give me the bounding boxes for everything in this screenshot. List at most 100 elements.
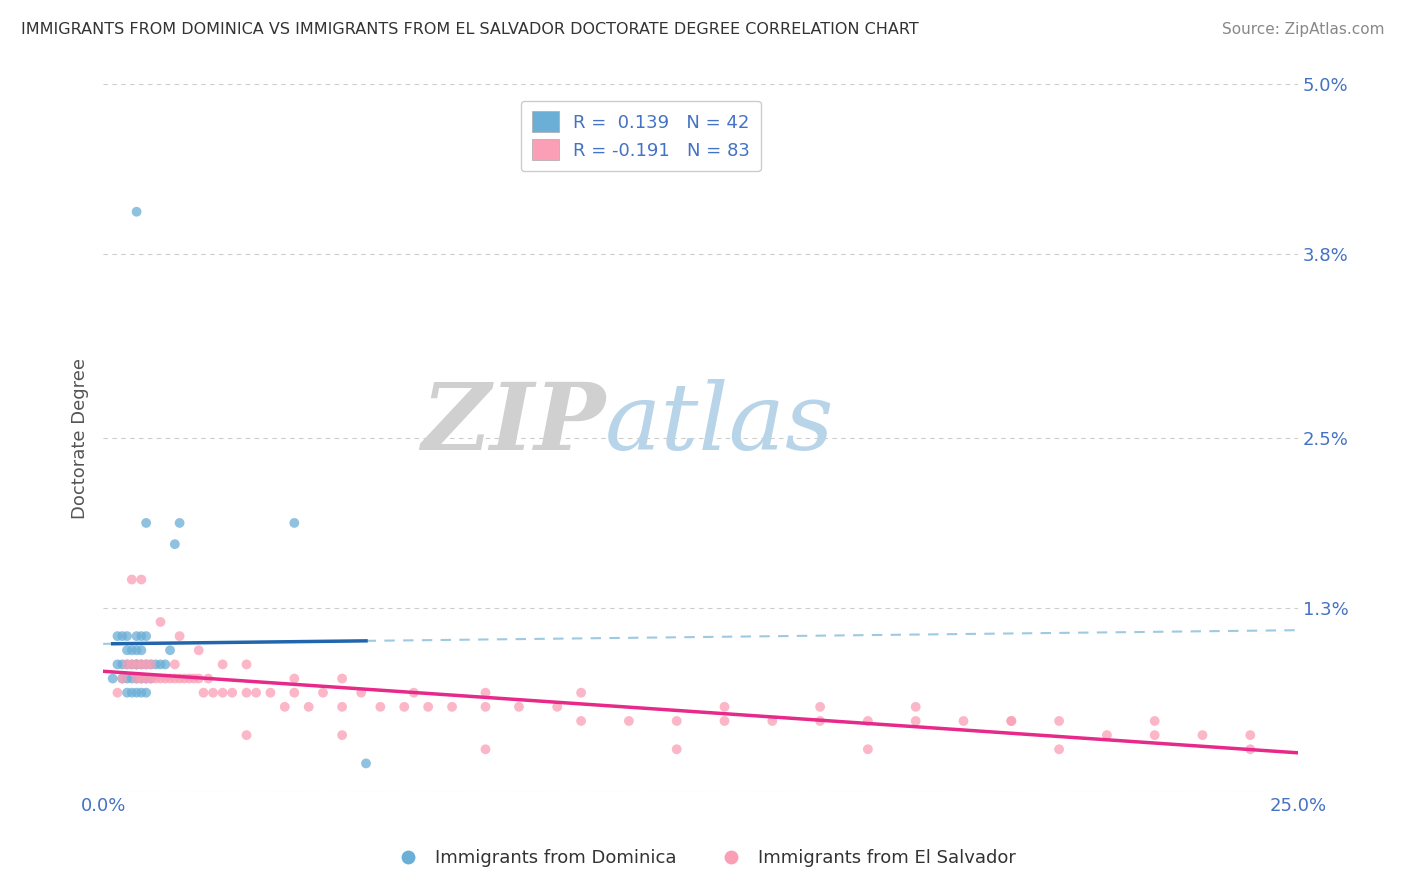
Point — [169, 516, 191, 530]
Point — [107, 629, 129, 643]
Point — [115, 629, 138, 643]
Point — [125, 686, 148, 700]
Point — [131, 672, 153, 686]
Point — [1239, 742, 1261, 756]
Point — [179, 672, 201, 686]
Point — [197, 672, 219, 686]
Point — [283, 686, 305, 700]
Point — [125, 672, 148, 686]
Point — [121, 643, 143, 657]
Point — [856, 742, 879, 756]
Point — [1143, 728, 1166, 742]
Point — [115, 657, 138, 672]
Point — [125, 672, 148, 686]
Point — [235, 728, 257, 742]
Point — [115, 686, 138, 700]
Point — [169, 629, 191, 643]
Point — [131, 573, 153, 587]
Text: atlas: atlas — [605, 379, 835, 469]
Point — [418, 699, 440, 714]
Point — [350, 686, 373, 700]
Point — [665, 742, 688, 756]
Point — [441, 699, 464, 714]
Point — [274, 699, 297, 714]
Text: IMMIGRANTS FROM DOMINICA VS IMMIGRANTS FROM EL SALVADOR DOCTORATE DEGREE CORRELA: IMMIGRANTS FROM DOMINICA VS IMMIGRANTS F… — [21, 22, 920, 37]
Point — [761, 714, 783, 728]
Point — [1191, 728, 1213, 742]
Point — [713, 714, 735, 728]
Text: ZIP: ZIP — [420, 379, 605, 469]
Point — [145, 657, 167, 672]
Point — [569, 714, 592, 728]
Point — [187, 643, 209, 657]
Point — [1095, 728, 1118, 742]
Point — [135, 672, 157, 686]
Point — [904, 699, 927, 714]
Point — [145, 672, 167, 686]
Point — [211, 657, 233, 672]
Point — [111, 672, 134, 686]
Point — [173, 672, 195, 686]
Point — [283, 516, 305, 530]
Point — [211, 686, 233, 700]
Point — [139, 672, 162, 686]
Text: Source: ZipAtlas.com: Source: ZipAtlas.com — [1222, 22, 1385, 37]
Point — [298, 699, 321, 714]
Point — [121, 657, 143, 672]
Point — [402, 686, 425, 700]
Point — [149, 672, 172, 686]
Point — [330, 672, 353, 686]
Point — [135, 686, 157, 700]
Point — [139, 657, 162, 672]
Point — [354, 756, 377, 771]
Point — [121, 672, 143, 686]
Point — [202, 686, 225, 700]
Point — [183, 672, 205, 686]
Point — [952, 714, 974, 728]
Point — [193, 686, 215, 700]
Point — [139, 672, 162, 686]
Point — [617, 714, 640, 728]
Point — [155, 657, 177, 672]
Point — [370, 699, 392, 714]
Legend: R =  0.139   N = 42, R = -0.191   N = 83: R = 0.139 N = 42, R = -0.191 N = 83 — [520, 101, 761, 171]
Point — [135, 629, 157, 643]
Point — [135, 672, 157, 686]
Point — [115, 643, 138, 657]
Point — [125, 657, 148, 672]
Point — [1047, 714, 1070, 728]
Point — [235, 686, 257, 700]
Point — [155, 672, 177, 686]
Point — [149, 657, 172, 672]
Point — [283, 672, 305, 686]
Point — [125, 657, 148, 672]
Point — [159, 672, 181, 686]
Point — [163, 672, 186, 686]
Point — [135, 657, 157, 672]
Point — [508, 699, 530, 714]
Point — [111, 657, 134, 672]
Point — [312, 686, 335, 700]
Point — [169, 672, 191, 686]
Point — [131, 629, 153, 643]
Point — [1239, 728, 1261, 742]
Point — [125, 643, 148, 657]
Point — [330, 699, 353, 714]
Point — [474, 686, 496, 700]
Legend: Immigrants from Dominica, Immigrants from El Salvador: Immigrants from Dominica, Immigrants fro… — [382, 842, 1024, 874]
Point — [245, 686, 267, 700]
Point — [159, 643, 181, 657]
Point — [131, 686, 153, 700]
Point — [125, 657, 148, 672]
Point — [713, 699, 735, 714]
Point — [163, 537, 186, 551]
Point — [665, 714, 688, 728]
Point — [187, 672, 209, 686]
Point — [107, 686, 129, 700]
Point — [808, 714, 831, 728]
Point — [131, 643, 153, 657]
Point — [131, 657, 153, 672]
Point — [330, 728, 353, 742]
Point — [125, 629, 148, 643]
Point — [101, 672, 124, 686]
